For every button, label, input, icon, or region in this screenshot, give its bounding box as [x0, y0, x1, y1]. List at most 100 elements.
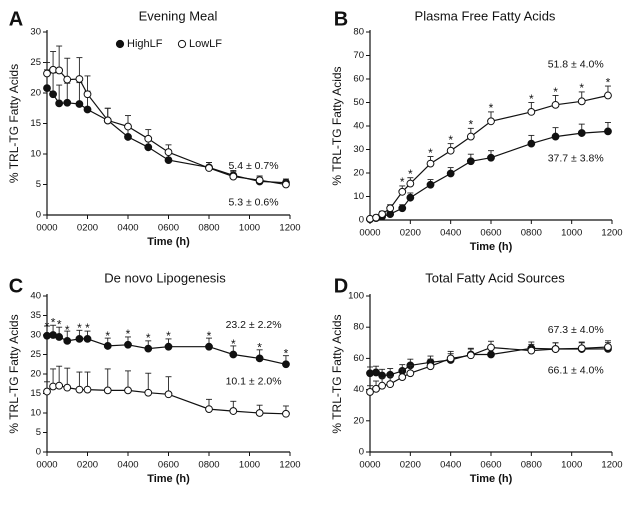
- y-axis-label: % TRL-TG Fatty Acids: [7, 314, 21, 433]
- data-point: [103, 386, 112, 395]
- data-point: [487, 117, 495, 126]
- value-annotation: 5.3 ± 0.6%: [228, 197, 278, 209]
- data-point: [406, 193, 415, 202]
- x-axis-label: Time (h): [470, 241, 513, 253]
- data-point: [205, 164, 213, 172]
- x-tick-label: 0800: [198, 460, 219, 471]
- panel-title: Evening Meal: [139, 8, 218, 23]
- y-tick-label: 5: [36, 427, 41, 438]
- data-point: [551, 100, 560, 109]
- x-tick-label: 0000: [36, 223, 57, 234]
- significance-star: *: [448, 133, 453, 147]
- data-point: [124, 340, 132, 349]
- y-tick-label: 20: [353, 415, 364, 426]
- data-point: [446, 354, 455, 363]
- legend: HighLF LowLF: [115, 38, 222, 50]
- data-point: [398, 373, 407, 382]
- significance-star: *: [257, 341, 262, 355]
- panel-title: Total Fatty Acid Sources: [425, 270, 565, 285]
- x-tick-label: 0400: [440, 228, 461, 239]
- data-point: [487, 153, 495, 162]
- x-tick-label: 1000: [561, 460, 582, 471]
- y-tick-label: 15: [30, 118, 41, 129]
- series-highlf: [43, 324, 290, 369]
- data-point: [75, 100, 84, 108]
- data-point: [551, 132, 560, 141]
- y-tick-label: 10: [30, 149, 41, 160]
- x-tick-label: 1200: [279, 460, 300, 471]
- significance-star: *: [65, 323, 70, 337]
- data-point: [604, 91, 612, 100]
- data-point: [63, 383, 72, 392]
- y-tick-label: 80: [353, 27, 364, 38]
- data-point: [378, 381, 387, 390]
- panel-a: A Evening Meal 0 5 10 15 20 25 30 0000 0200 0400 060…: [7, 8, 300, 248]
- data-point: [527, 346, 536, 355]
- data-point: [229, 172, 238, 181]
- y-tick-label: 50: [353, 97, 364, 108]
- data-point: [49, 90, 57, 99]
- significance-star: *: [579, 81, 584, 95]
- x-tick-label: 0800: [521, 228, 542, 239]
- y-tick-label: 15: [30, 388, 41, 399]
- data-point: [124, 386, 132, 395]
- y-tick-label: 0: [36, 447, 41, 458]
- data-point: [378, 210, 387, 219]
- data-point: [75, 385, 84, 394]
- series-lowlf: [366, 85, 612, 223]
- data-point: [446, 146, 455, 155]
- data-point: [83, 105, 92, 114]
- data-point: [205, 342, 213, 351]
- value-annotation: 10.1 ± 2.0%: [226, 376, 282, 388]
- y-tick-label: 0: [359, 447, 364, 458]
- data-point: [83, 335, 92, 343]
- data-point: [83, 385, 92, 394]
- data-point: [398, 204, 407, 213]
- data-point: [406, 369, 415, 378]
- data-point: [229, 407, 238, 415]
- x-axis-label: Time (h): [147, 236, 190, 248]
- legend-label: HighLF: [127, 38, 163, 50]
- y-axis-label: % TRL-TG Fatty Acids: [330, 66, 344, 185]
- significance-star: *: [51, 315, 56, 329]
- data-point: [75, 335, 84, 343]
- significance-star: *: [146, 331, 151, 345]
- panel-letter: B: [334, 8, 348, 30]
- data-point: [55, 66, 64, 75]
- significance-star: *: [77, 321, 82, 335]
- y-tick-label: 20: [353, 168, 364, 179]
- x-tick-label: 1000: [561, 228, 582, 239]
- data-point: [426, 180, 435, 189]
- data-point: [144, 344, 153, 353]
- x-tick-label: 0400: [117, 223, 138, 234]
- x-tick-label: 0600: [480, 460, 501, 471]
- y-tick-label: 20: [30, 369, 41, 380]
- value-annotation: 67.3 ± 4.0%: [548, 324, 604, 336]
- series-lowlf: [43, 365, 290, 418]
- data-point: [282, 180, 290, 189]
- x-axis-label: Time (h): [470, 473, 513, 485]
- data-point: [164, 342, 173, 351]
- x-tick-label: 1000: [239, 460, 260, 471]
- x-tick-label: 0400: [440, 460, 461, 471]
- significance-star: *: [489, 101, 494, 115]
- x-tick-label: 0200: [77, 223, 98, 234]
- y-tick-label: 20: [30, 88, 41, 99]
- data-point: [63, 336, 72, 345]
- data-point: [103, 116, 112, 125]
- significance-star: *: [231, 337, 236, 351]
- data-point: [55, 99, 64, 108]
- data-point: [43, 387, 51, 396]
- data-point: [164, 148, 173, 157]
- panel-d: D Total Fatty Acid Sources020406080100000…: [330, 270, 622, 484]
- panel-b: B Plasma Free Fatty Acids 0 10 20 30 40 50 60 70 8…: [330, 8, 622, 253]
- value-annotation: 23.2 ± 2.2%: [226, 319, 282, 331]
- y-tick-label: 25: [30, 349, 41, 360]
- legend-marker-lowlf: [177, 39, 187, 49]
- significance-star: *: [468, 118, 473, 132]
- y-tick-label: 40: [353, 121, 364, 132]
- data-point: [466, 132, 475, 141]
- y-tick-label: 30: [30, 27, 41, 38]
- data-point: [604, 127, 612, 136]
- data-point: [103, 342, 112, 350]
